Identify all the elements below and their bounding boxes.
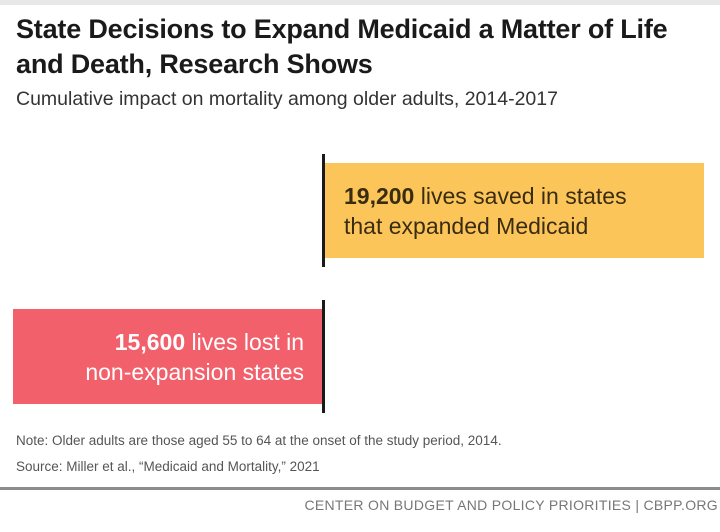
- bar-value-label: 15,600: [114, 328, 186, 355]
- bar-text-label: non-expansion states: [85, 358, 304, 385]
- bar-value-label: 19,200: [344, 182, 415, 209]
- chart-note: Note: Older adults are those aged 55 to …: [16, 433, 502, 448]
- footer-divider: [0, 487, 720, 490]
- footer-credit: CENTER ON BUDGET AND POLICY PRIORITIES |…: [304, 497, 718, 513]
- chart-title: State Decisions to Expand Medicaid a Mat…: [16, 14, 668, 79]
- bar-lives-saved: 19,200 lives saved in states that expand…: [324, 163, 704, 258]
- bar-lives-lost: 15,600 lives lost in non-expansion state…: [13, 309, 322, 404]
- zero-axis-line: [322, 300, 325, 413]
- bar-text-label: that expanded Medicaid: [344, 212, 589, 239]
- chart-source: Source: Miller et al., “Medicaid and Mor…: [16, 459, 320, 474]
- bar-text-label: lives saved in states: [414, 182, 627, 209]
- diverging-bar-chart: 19,200 lives saved in states that expand…: [0, 140, 720, 425]
- top-border: [0, 0, 720, 5]
- zero-axis-line: [322, 154, 325, 267]
- chart-subtitle: Cumulative impact on mortality among old…: [16, 88, 558, 110]
- bar-text-label: lives lost in: [185, 328, 305, 355]
